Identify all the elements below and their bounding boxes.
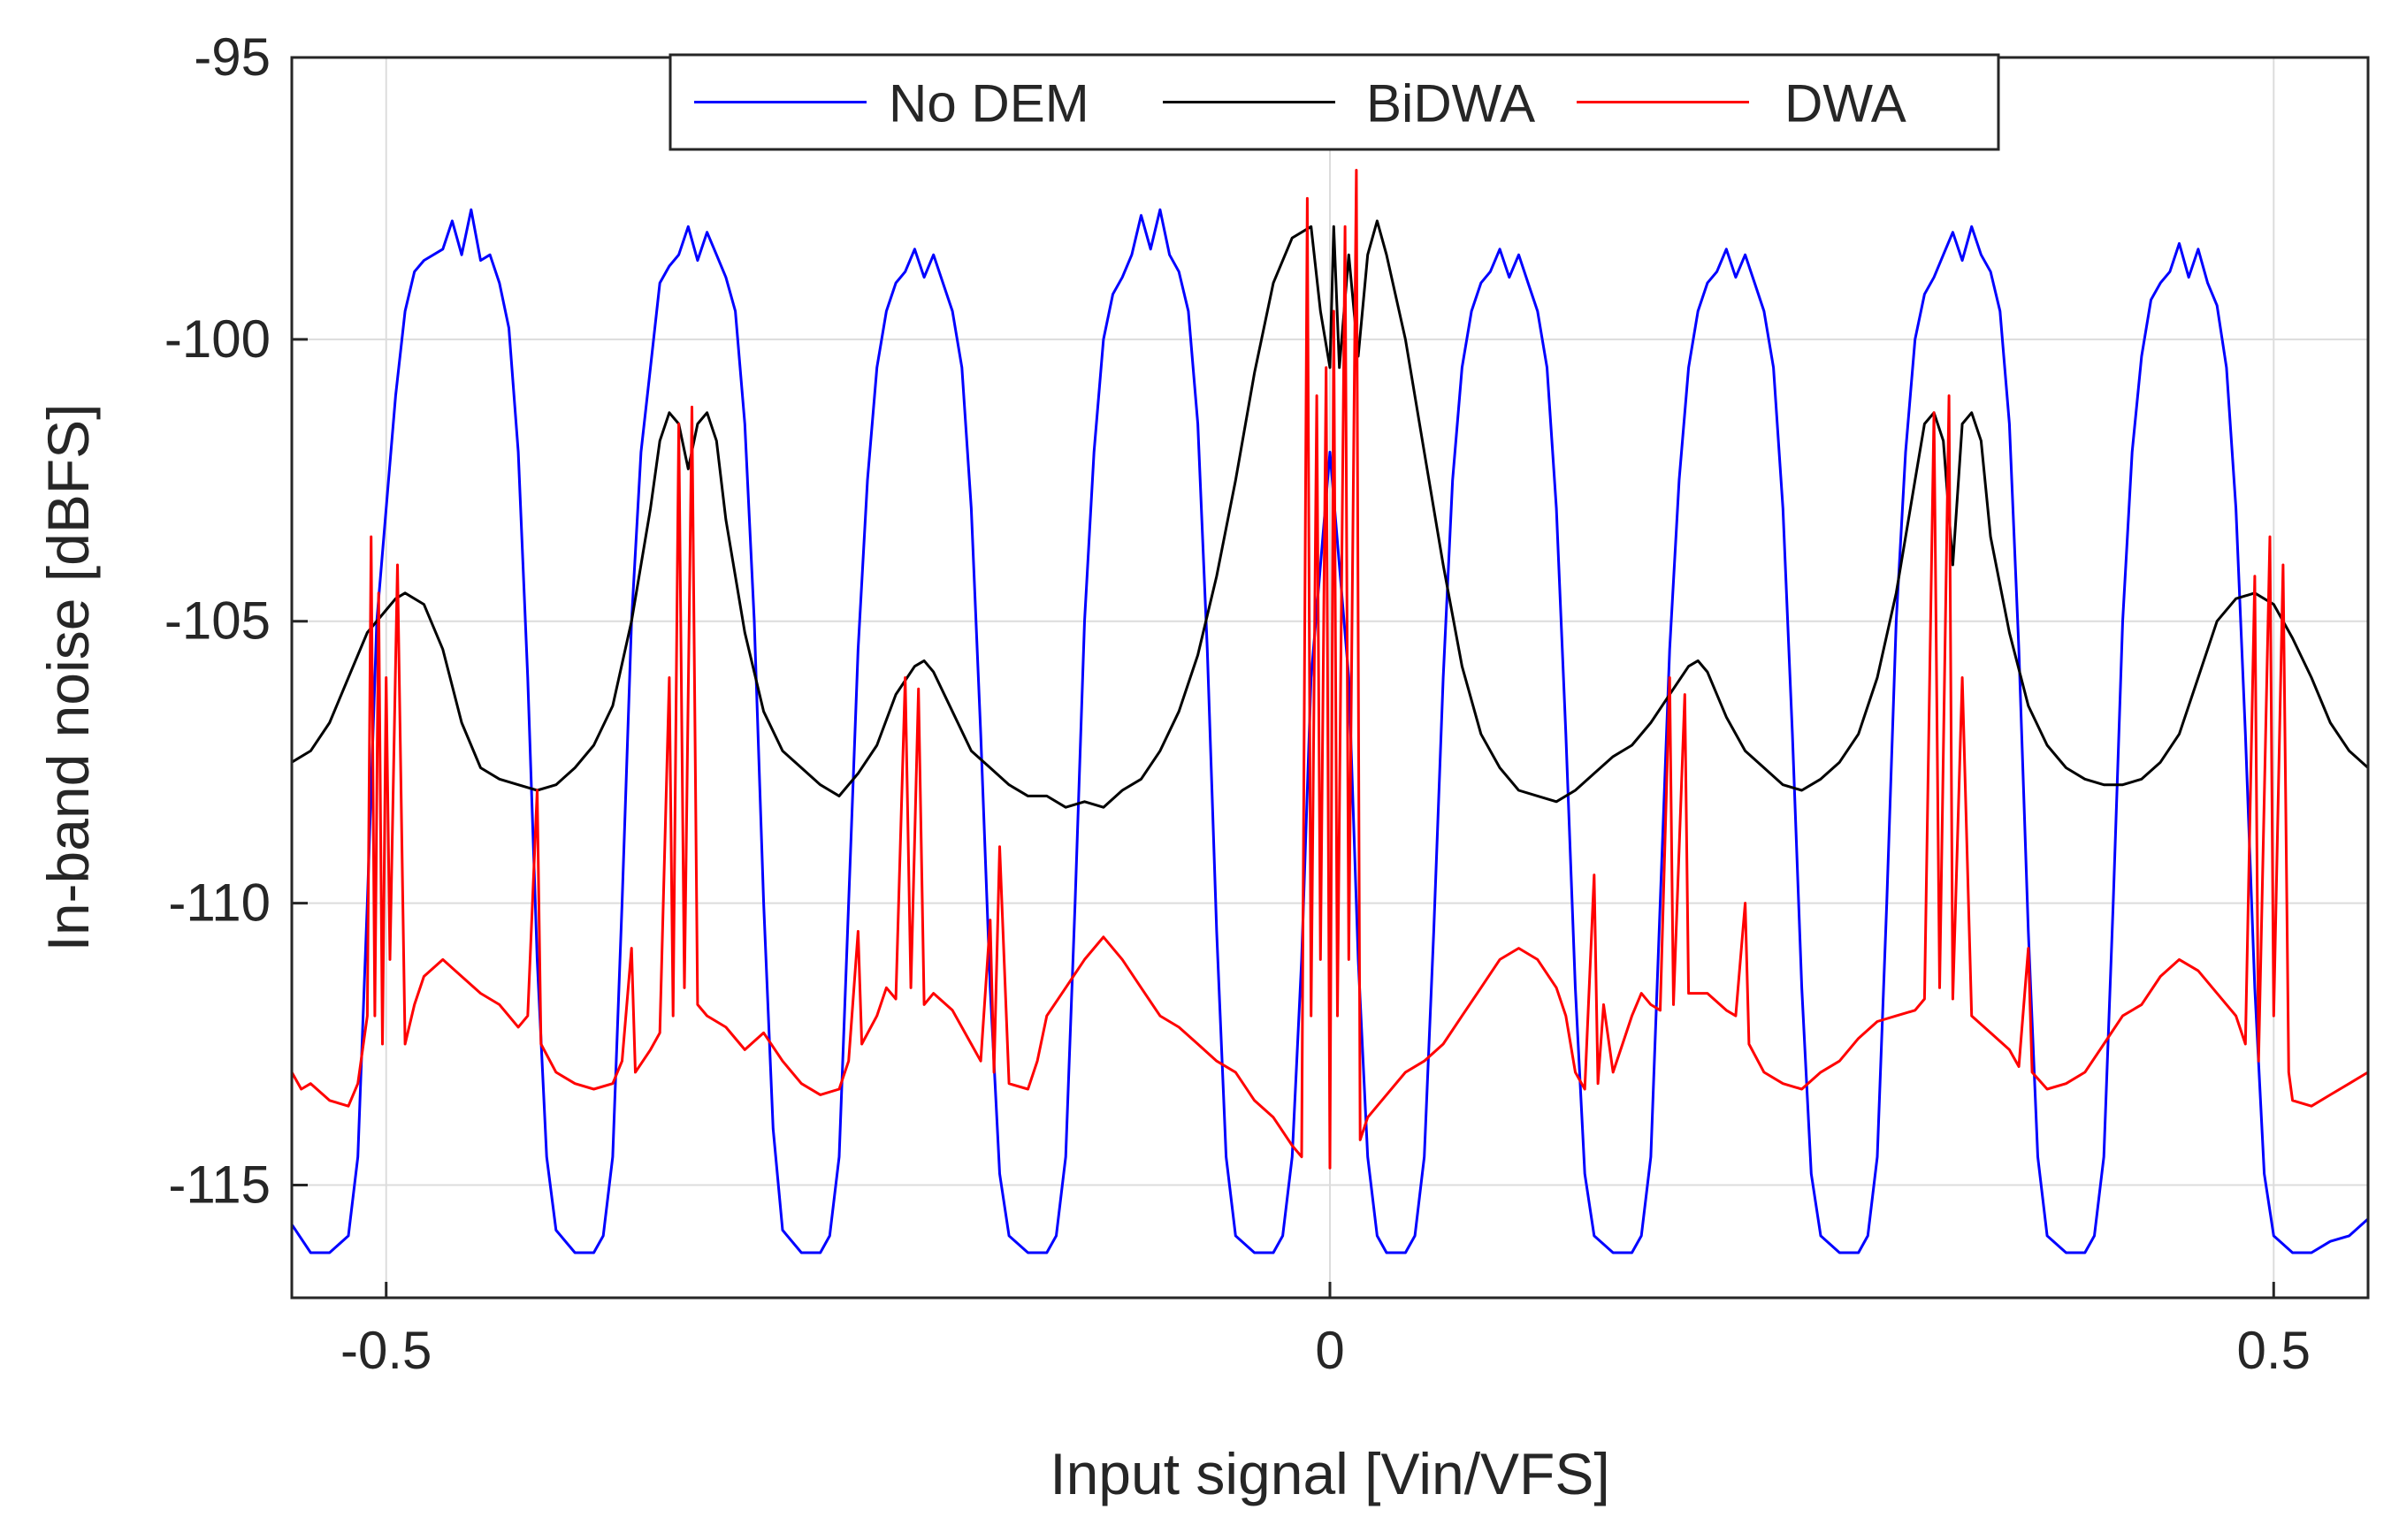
y-tick-label: -100 [164,309,271,369]
legend-item-no-dem: No DEM [694,74,1089,133]
series-line-no-dem [290,208,2370,1254]
x-tick-label: 0.5 [2237,1321,2311,1380]
legend-label: No DEM [889,74,1089,133]
legend: No DEM BiDWA DWA [669,53,2000,151]
legend-label: BiDWA [1366,74,1535,133]
x-tick-label: -0.5 [340,1321,432,1380]
y-tick-label: -115 [168,1155,271,1214]
series-group [290,169,2370,1254]
series-line-bidwa [291,219,2370,809]
x-axis-label: Input signal [Vin/VFS] [1050,1441,1609,1506]
y-tick-label: -95 [194,27,271,87]
y-axis-label: In-band noise [dBFS] [35,403,101,951]
legend-item-bidwa: BiDWA [1163,74,1535,133]
y-tick-label: -110 [168,873,271,933]
y-axis-ticks: -95 -100 -105 -110 -115 [164,27,308,1214]
x-tick-label: 0 [1315,1321,1344,1380]
legend-item-dwa: DWA [1577,74,1906,133]
x-axis-ticks: -0.5 0 0.5 [340,1282,2311,1380]
y-tick-label: -105 [164,591,271,651]
series-line-dwa [290,169,2369,1170]
legend-label: DWA [1784,74,1906,133]
